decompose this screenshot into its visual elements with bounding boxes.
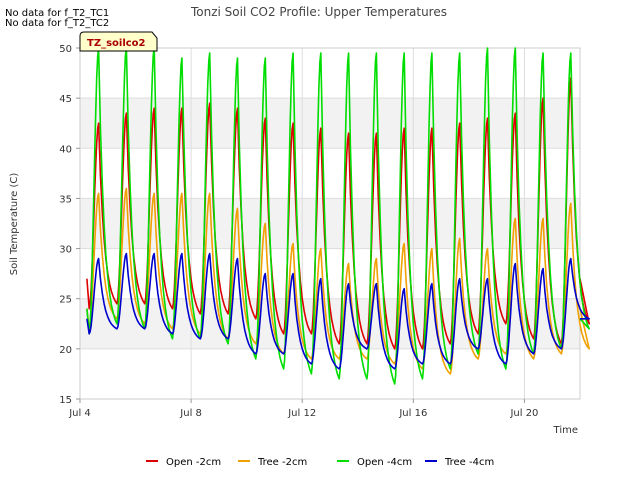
y-tick-label: 50: [59, 44, 72, 55]
x-tick-label: Jul 12: [287, 408, 316, 419]
y-tick-label: 15: [59, 395, 72, 406]
series-line: [86, 252, 590, 370]
series-lines: [86, 47, 590, 385]
legend: Open -2cm Tree -2cm Open -4cm Tree -4cm: [146, 457, 494, 468]
y-axis-label: Soil Temperature (C): [9, 173, 20, 276]
series-line: [86, 77, 590, 350]
y-tick-label: 20: [59, 345, 72, 356]
plot-frame: [79, 47, 581, 400]
chart-title: Tonzi Soil CO2 Profile: Upper Temperatur…: [190, 5, 447, 19]
no-data-message-1: No data for f_T2_TC1: [5, 8, 110, 19]
shaded-band: [80, 98, 580, 149]
legend-label: Open -4cm: [357, 457, 412, 468]
x-tick-label: Jul 8: [179, 408, 202, 419]
legend-label: Tree -4cm: [444, 457, 494, 468]
no-data-message-2: No data for f_T2_TC2: [5, 18, 110, 29]
y-tick-label: 40: [59, 144, 72, 155]
x-tick-label: Jul 16: [398, 408, 427, 419]
site-label: TZ_soilco2: [87, 38, 146, 49]
y-tick-label: 35: [59, 194, 72, 205]
y-tick-label: 45: [59, 94, 72, 105]
legend-label: Open -2cm: [166, 457, 221, 468]
shaded-band: [80, 198, 580, 249]
y-tick-label: 25: [59, 295, 72, 306]
x-axis-label: Time: [553, 425, 578, 436]
legend-label: Tree -2cm: [257, 457, 307, 468]
y-tick-label: 30: [59, 245, 72, 256]
x-axis-ticks: Jul 4 Jul 8 Jul 12 Jul 16 Jul 20: [68, 399, 538, 419]
x-tick-label: Jul 4: [68, 408, 91, 419]
y-axis-ticks: 15 20 25 30 35 40 45 50: [59, 44, 80, 406]
x-tick-label: Jul 20: [509, 408, 538, 419]
site-label-box: TZ_soilco2: [79, 31, 158, 52]
